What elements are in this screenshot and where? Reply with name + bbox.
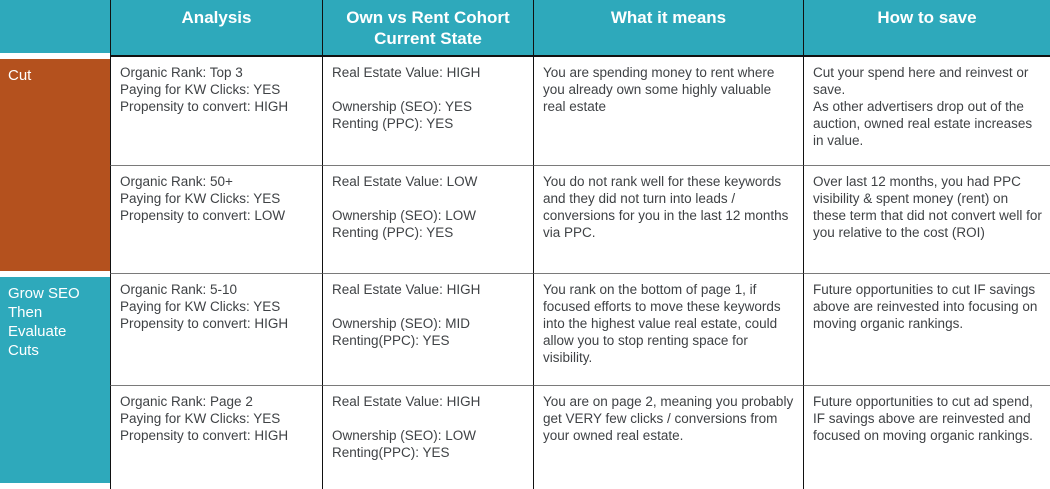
- header-analysis: Analysis: [110, 0, 322, 57]
- cell-row4-analysis: Organic Rank: Page 2 Paying for KW Click…: [110, 386, 322, 489]
- cell-row3-own-vs-rent: Real Estate Value: HIGH Ownership (SEO):…: [322, 274, 533, 386]
- header-corner-cell: [0, 0, 110, 53]
- header-what-it-means: What it means: [533, 0, 803, 57]
- cell-row1-own-vs-rent: Real Estate Value: HIGH Ownership (SEO):…: [322, 57, 533, 166]
- cell-row4-own-vs-rent: Real Estate Value: HIGH Ownership (SEO):…: [322, 386, 533, 489]
- cell-row2-analysis: Organic Rank: 50+ Paying for KW Clicks: …: [110, 166, 322, 274]
- cell-row4-how-to-save: Future opportunities to cut ad spend, IF…: [803, 386, 1050, 489]
- header-own-vs-rent: Own vs Rent Cohort Current State: [322, 0, 533, 57]
- cell-row1-analysis: Organic Rank: Top 3 Paying for KW Clicks…: [110, 57, 322, 166]
- cell-row3-what-it-means: You rank on the bottom of page 1, if foc…: [533, 274, 803, 386]
- header-how-to-save: How to save: [803, 0, 1050, 57]
- cell-row4-what-it-means: You are on page 2, meaning you probably …: [533, 386, 803, 489]
- cell-row2-own-vs-rent: Real Estate Value: LOW Ownership (SEO): …: [322, 166, 533, 274]
- cell-row3-analysis: Organic Rank: 5-10 Paying for KW Clicks:…: [110, 274, 322, 386]
- cell-row3-how-to-save: Future opportunities to cut IF savings a…: [803, 274, 1050, 386]
- row-group-label-grow-seo: Grow SEO Then Evaluate Cuts: [0, 277, 110, 483]
- cell-row1-how-to-save: Cut your spend here and reinvest or save…: [803, 57, 1050, 166]
- row-group-label-cut: Cut: [0, 59, 110, 271]
- cell-row2-what-it-means: You do not rank well for these keywords …: [533, 166, 803, 274]
- cell-row1-what-it-means: You are spending money to rent where you…: [533, 57, 803, 166]
- cell-row2-how-to-save: Over last 12 months, you had PPC visibil…: [803, 166, 1050, 274]
